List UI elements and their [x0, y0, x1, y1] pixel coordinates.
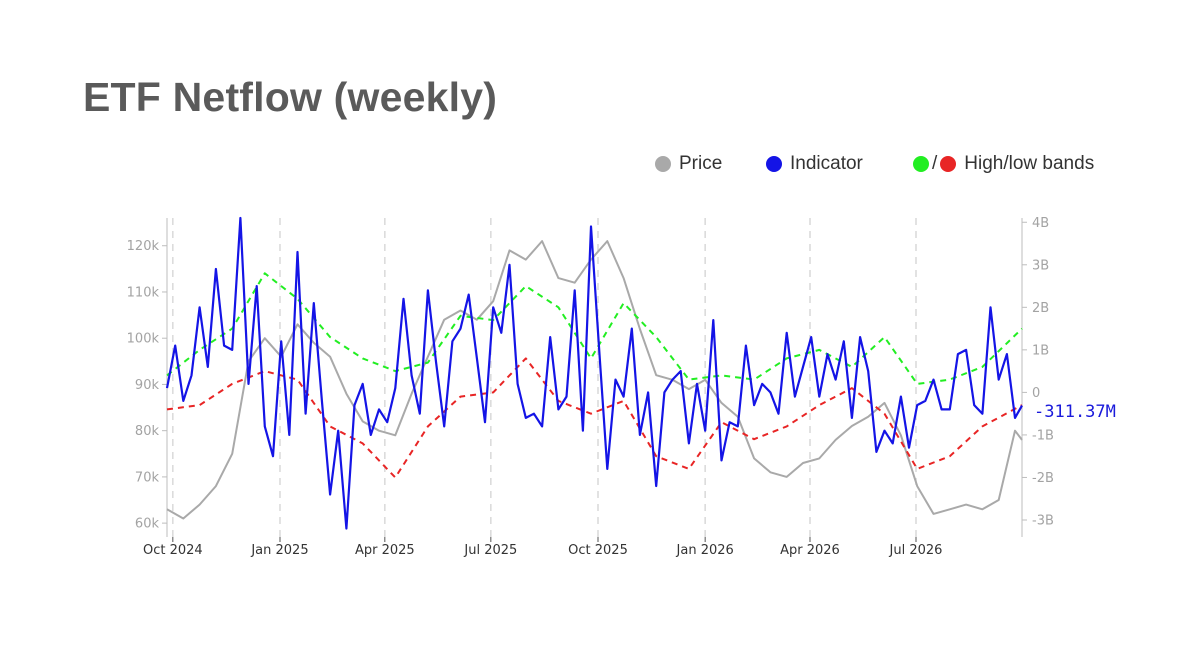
y-left-tick-label: 100k [127, 332, 160, 347]
x-tick-label: Jan 2026 [676, 543, 734, 558]
low-band-series-line [166, 357, 1023, 479]
axes [166, 218, 1023, 537]
y-right-tick-label: -3B [1032, 513, 1054, 528]
left-y-axis-ticks: 60k 70k 80k 90k 100k 110k 120k [127, 239, 167, 532]
x-tick-label: Apr 2025 [355, 543, 415, 558]
y-left-tick-label: 80k [135, 424, 160, 439]
legend-item-bands[interactable]: / High/low bands [913, 153, 1094, 175]
y-right-tick-label: -1B [1032, 428, 1054, 443]
right-y-axis-ticks: -3B -2B -1B 0 1B 2B 3B 4B [1022, 216, 1054, 528]
y-right-tick-label: 4B [1032, 216, 1049, 231]
legend-label-indicator: Indicator [790, 153, 863, 174]
indicator-series-line [165, 216, 1023, 530]
y-right-tick-label: 1B [1032, 343, 1049, 358]
y-left-tick-label: 120k [127, 239, 160, 254]
legend-label-price: Price [679, 153, 723, 174]
y-left-tick-label: 70k [135, 470, 160, 485]
legend: Price Indicator / High/low bands [0, 153, 1199, 181]
y-right-tick-label: 0 [1032, 386, 1040, 401]
high-band-marker-icon [913, 156, 929, 172]
y-right-tick-label: 2B [1032, 301, 1049, 316]
x-tick-label: Apr 2026 [780, 543, 840, 558]
x-axis-ticks: Oct 2024 Jan 2025 Apr 2025 Jul 2025 Oct 2025… [143, 537, 942, 558]
x-tick-label: Jan 2025 [250, 543, 308, 558]
legend-item-indicator[interactable]: Indicator [766, 153, 863, 175]
high-band-series-line [166, 272, 1023, 385]
y-left-tick-label: 60k [135, 517, 160, 532]
legend-label-bands: High/low bands [964, 153, 1095, 174]
x-tick-label: Jul 2026 [889, 543, 943, 558]
y-left-tick-label: 110k [127, 285, 160, 300]
low-band-marker-icon [940, 156, 957, 172]
x-tick-label: Jul 2025 [463, 543, 517, 558]
series-layer [165, 216, 1023, 530]
y-right-tick-label: 3B [1032, 258, 1049, 273]
indicator-marker-icon [766, 156, 782, 172]
y-right-tick-label: -2B [1032, 471, 1054, 486]
legend-item-price[interactable]: Price [655, 153, 722, 175]
x-tick-label: Oct 2024 [143, 543, 203, 558]
chart-title: ETF Netflow (weekly) [83, 74, 498, 120]
y-left-tick-label: 90k [135, 378, 160, 393]
x-tick-label: Oct 2025 [568, 543, 628, 558]
legend-separator: / [932, 153, 938, 174]
price-marker-icon [655, 156, 671, 172]
last-value-label: -311.37M [1034, 402, 1116, 422]
